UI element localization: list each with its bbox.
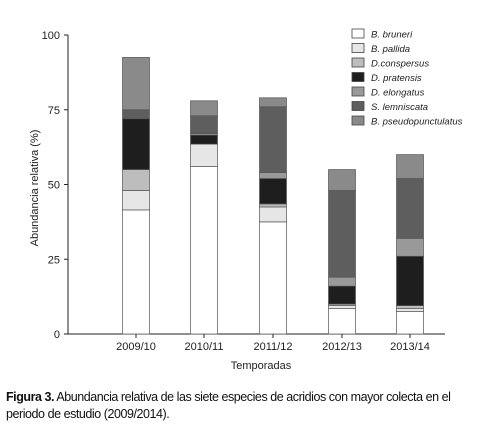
bar-stacks <box>122 57 424 335</box>
bar-segment <box>122 190 150 211</box>
bar-segment <box>328 190 356 278</box>
bar-segment <box>259 206 287 223</box>
bar-stack <box>396 154 424 335</box>
legend: B. bruneri B. pallida D.conspersus D. prate… <box>351 28 463 128</box>
x-tick-label: 2009/10 <box>116 341 156 353</box>
bar-segment <box>396 311 424 335</box>
y-tick-label: 100 <box>42 30 60 42</box>
y-tick-label: 0 <box>54 329 60 341</box>
legend-label: B. pseudopunctulatus <box>371 117 463 128</box>
stacked-bar-chart: 0 25 50 75 100 2009/10 2010/11 2011/12 2012/13 20… <box>29 28 463 372</box>
legend-swatch <box>351 43 365 53</box>
x-axis-label: Temporadas <box>231 360 292 372</box>
y-axis-label: Abundancia relativa (%) <box>29 130 41 247</box>
bar-segment <box>122 118 150 170</box>
legend-swatch <box>351 72 365 82</box>
legend-label: B. pallida <box>371 44 410 55</box>
bar-segment <box>122 209 150 335</box>
legend-label: D. elongatus <box>371 88 425 99</box>
bar-stack <box>122 57 150 335</box>
legend-swatch <box>351 86 365 97</box>
x-tick-label: 2011/12 <box>254 341 293 353</box>
figure-caption: Figura 3. Abundancia relativa de las sie… <box>6 389 486 423</box>
bar-segment <box>328 305 356 309</box>
legend-label: B. bruneri <box>371 30 413 41</box>
bar-segment <box>122 57 150 111</box>
y-tick-label: 50 <box>48 180 60 192</box>
bar-segment <box>259 178 287 205</box>
bar-segment <box>190 143 218 167</box>
bar-stack <box>259 97 287 335</box>
legend-label: D.conspersus <box>371 59 429 70</box>
legend-swatch <box>351 101 365 111</box>
bar-segment <box>328 308 356 335</box>
bar-segment <box>259 203 287 208</box>
x-tick-label: 2013/14 <box>390 341 430 353</box>
bar-segment <box>328 169 356 191</box>
bar-segment <box>396 178 424 239</box>
bar-segment <box>259 106 287 173</box>
x-tick-label: 2010/11 <box>185 341 224 353</box>
bar-segment <box>190 134 218 145</box>
bar-segment <box>396 154 424 179</box>
y-tick-label: 25 <box>48 254 60 266</box>
bar-segment <box>396 237 424 257</box>
bar-segment <box>396 255 424 306</box>
bar-segment <box>328 285 356 305</box>
bar-segment <box>396 305 424 309</box>
bar-segment <box>122 169 150 191</box>
bar-segment <box>122 109 150 120</box>
bar-segment <box>396 308 424 312</box>
legend-label: D. pratensis <box>371 73 422 84</box>
legend-swatch <box>351 57 365 68</box>
bar-segment <box>328 276 356 287</box>
caption-text: Abundancia relativa de las siete especie… <box>6 390 451 421</box>
legend-label: S. lemniscata <box>371 102 428 113</box>
bar-segment <box>190 115 218 135</box>
y-tick-label: 75 <box>48 105 60 117</box>
axes: 0 25 50 75 100 2009/10 2010/11 2011/12 2012/13 20… <box>42 30 445 353</box>
bar-stack <box>328 169 356 335</box>
x-tick-label: 2012/13 <box>322 341 362 353</box>
bar-segment <box>259 97 287 108</box>
caption-label: Figura 3. <box>6 390 55 404</box>
bar-segment <box>190 166 218 335</box>
bar-segment <box>259 172 287 179</box>
legend-swatch <box>351 28 365 39</box>
legend-swatch <box>351 115 365 126</box>
bar-stack <box>190 100 218 335</box>
bar-segment <box>190 100 218 117</box>
bar-segment <box>259 221 287 335</box>
